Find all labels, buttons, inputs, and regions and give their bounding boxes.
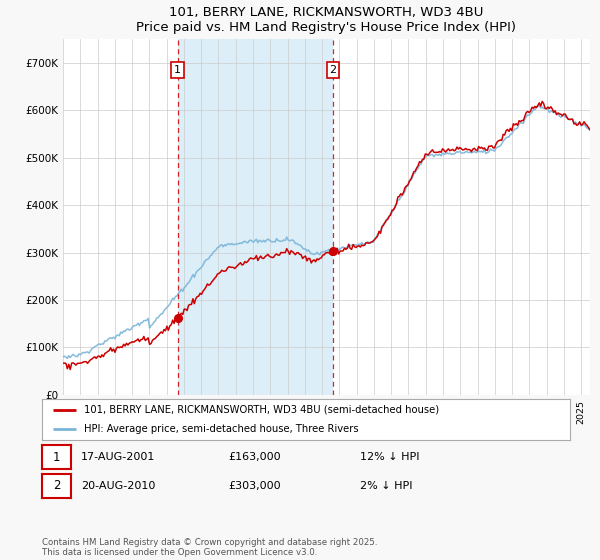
Text: £303,000: £303,000 — [228, 481, 281, 491]
Text: £163,000: £163,000 — [228, 452, 281, 462]
Text: HPI: Average price, semi-detached house, Three Rivers: HPI: Average price, semi-detached house,… — [84, 424, 359, 435]
Text: 1: 1 — [174, 65, 181, 75]
Text: 2: 2 — [329, 65, 337, 75]
Text: 101, BERRY LANE, RICKMANSWORTH, WD3 4BU (semi-detached house): 101, BERRY LANE, RICKMANSWORTH, WD3 4BU … — [84, 405, 439, 415]
Text: 12% ↓ HPI: 12% ↓ HPI — [360, 452, 419, 462]
Text: 1: 1 — [53, 451, 60, 464]
Text: Contains HM Land Registry data © Crown copyright and database right 2025.
This d: Contains HM Land Registry data © Crown c… — [42, 538, 377, 557]
Bar — [178, 39, 333, 395]
Text: 2% ↓ HPI: 2% ↓ HPI — [360, 481, 413, 491]
Text: 20-AUG-2010: 20-AUG-2010 — [81, 481, 155, 491]
Title: 101, BERRY LANE, RICKMANSWORTH, WD3 4BU
Price paid vs. HM Land Registry's House : 101, BERRY LANE, RICKMANSWORTH, WD3 4BU … — [136, 6, 517, 34]
Text: 17-AUG-2001: 17-AUG-2001 — [81, 452, 155, 462]
Text: 2: 2 — [53, 479, 60, 492]
